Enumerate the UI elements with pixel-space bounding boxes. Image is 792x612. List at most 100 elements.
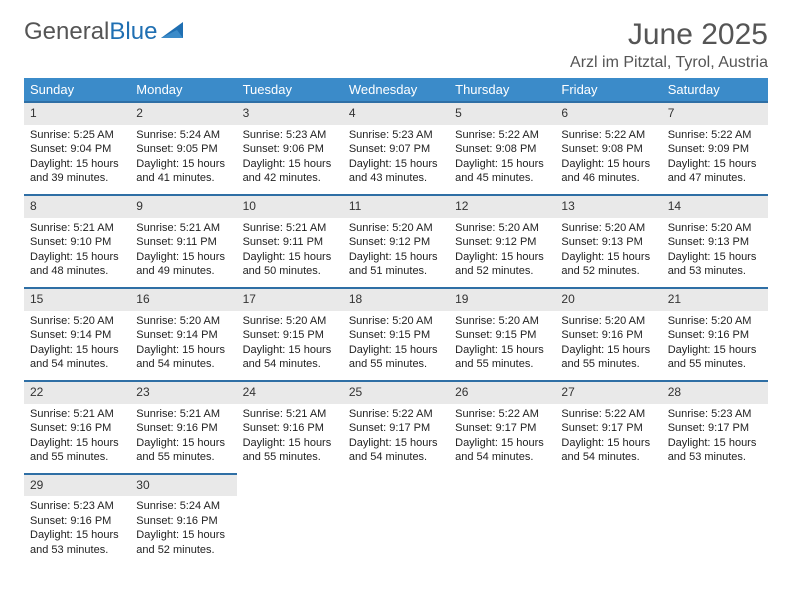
sunset-line: Sunset: 9:12 PM	[455, 235, 549, 250]
day-number: 12	[449, 194, 555, 218]
day-header: Sunday	[24, 78, 130, 101]
logo-word2: Blue	[109, 18, 157, 45]
calendar-day-cell: 22Sunrise: 5:21 AMSunset: 9:16 PMDayligh…	[24, 380, 130, 473]
sunset-line: Sunset: 9:16 PM	[30, 514, 124, 529]
sunrise-line: Sunrise: 5:21 AM	[136, 221, 230, 236]
calendar-day-cell: 8Sunrise: 5:21 AMSunset: 9:10 PMDaylight…	[24, 194, 130, 287]
day-number: 5	[449, 101, 555, 125]
calendar-day-cell: 18Sunrise: 5:20 AMSunset: 9:15 PMDayligh…	[343, 287, 449, 380]
daylight-line: Daylight: 15 hours and 49 minutes.	[136, 250, 230, 279]
sunrise-line: Sunrise: 5:20 AM	[668, 221, 762, 236]
day-body: Sunrise: 5:23 AMSunset: 9:16 PMDaylight:…	[24, 496, 130, 565]
sunrise-line: Sunrise: 5:22 AM	[561, 407, 655, 422]
day-number: 7	[662, 101, 768, 125]
calendar-day-cell: 26Sunrise: 5:22 AMSunset: 9:17 PMDayligh…	[449, 380, 555, 473]
day-number: 17	[237, 287, 343, 311]
sunrise-line: Sunrise: 5:24 AM	[136, 128, 230, 143]
sunset-line: Sunset: 9:11 PM	[243, 235, 337, 250]
day-body: Sunrise: 5:21 AMSunset: 9:16 PMDaylight:…	[130, 404, 236, 473]
day-body: Sunrise: 5:25 AMSunset: 9:04 PMDaylight:…	[24, 125, 130, 194]
day-number: 21	[662, 287, 768, 311]
sunrise-line: Sunrise: 5:20 AM	[243, 314, 337, 329]
calendar-day-cell: 20Sunrise: 5:20 AMSunset: 9:16 PMDayligh…	[555, 287, 661, 380]
title-block: June 2025 Arzl im Pitztal, Tyrol, Austri…	[570, 18, 768, 72]
daylight-line: Daylight: 15 hours and 54 minutes.	[349, 436, 443, 465]
daylight-line: Daylight: 15 hours and 53 minutes.	[668, 436, 762, 465]
calendar-day-cell: 27Sunrise: 5:22 AMSunset: 9:17 PMDayligh…	[555, 380, 661, 473]
day-body: Sunrise: 5:20 AMSunset: 9:15 PMDaylight:…	[343, 311, 449, 380]
daylight-line: Daylight: 15 hours and 55 minutes.	[243, 436, 337, 465]
daylight-line: Daylight: 15 hours and 42 minutes.	[243, 157, 337, 186]
calendar-day-cell: 3Sunrise: 5:23 AMSunset: 9:06 PMDaylight…	[237, 101, 343, 194]
calendar-day-cell: 14Sunrise: 5:20 AMSunset: 9:13 PMDayligh…	[662, 194, 768, 287]
day-number: 19	[449, 287, 555, 311]
sunset-line: Sunset: 9:17 PM	[561, 421, 655, 436]
calendar-day-cell: ..	[662, 473, 768, 566]
daylight-line: Daylight: 15 hours and 41 minutes.	[136, 157, 230, 186]
day-number: 23	[130, 380, 236, 404]
page-header: GeneralBlue June 2025 Arzl im Pitztal, T…	[24, 18, 768, 72]
calendar-day-cell: ..	[555, 473, 661, 566]
sunrise-line: Sunrise: 5:21 AM	[30, 221, 124, 236]
day-body: Sunrise: 5:20 AMSunset: 9:16 PMDaylight:…	[555, 311, 661, 380]
day-number: 29	[24, 473, 130, 497]
calendar-day-cell: 29Sunrise: 5:23 AMSunset: 9:16 PMDayligh…	[24, 473, 130, 566]
calendar-day-cell: 13Sunrise: 5:20 AMSunset: 9:13 PMDayligh…	[555, 194, 661, 287]
calendar-day-cell: 17Sunrise: 5:20 AMSunset: 9:15 PMDayligh…	[237, 287, 343, 380]
day-number: 28	[662, 380, 768, 404]
daylight-line: Daylight: 15 hours and 52 minutes.	[455, 250, 549, 279]
sunset-line: Sunset: 9:08 PM	[561, 142, 655, 157]
day-body: Sunrise: 5:23 AMSunset: 9:07 PMDaylight:…	[343, 125, 449, 194]
calendar-week-row: 1Sunrise: 5:25 AMSunset: 9:04 PMDaylight…	[24, 101, 768, 194]
daylight-line: Daylight: 15 hours and 55 minutes.	[668, 343, 762, 372]
sunrise-line: Sunrise: 5:21 AM	[30, 407, 124, 422]
calendar-day-cell: 21Sunrise: 5:20 AMSunset: 9:16 PMDayligh…	[662, 287, 768, 380]
day-header: Tuesday	[237, 78, 343, 101]
daylight-line: Daylight: 15 hours and 45 minutes.	[455, 157, 549, 186]
day-body: Sunrise: 5:20 AMSunset: 9:13 PMDaylight:…	[662, 218, 768, 287]
day-body: Sunrise: 5:20 AMSunset: 9:12 PMDaylight:…	[343, 218, 449, 287]
day-number: 27	[555, 380, 661, 404]
calendar-day-cell: 4Sunrise: 5:23 AMSunset: 9:07 PMDaylight…	[343, 101, 449, 194]
calendar-day-cell: 6Sunrise: 5:22 AMSunset: 9:08 PMDaylight…	[555, 101, 661, 194]
day-header: Wednesday	[343, 78, 449, 101]
day-number: 3	[237, 101, 343, 125]
day-body: Sunrise: 5:24 AMSunset: 9:16 PMDaylight:…	[130, 496, 236, 565]
sunrise-line: Sunrise: 5:22 AM	[561, 128, 655, 143]
calendar-day-cell: 24Sunrise: 5:21 AMSunset: 9:16 PMDayligh…	[237, 380, 343, 473]
calendar-day-cell: 12Sunrise: 5:20 AMSunset: 9:12 PMDayligh…	[449, 194, 555, 287]
sunrise-line: Sunrise: 5:25 AM	[30, 128, 124, 143]
sunrise-line: Sunrise: 5:23 AM	[668, 407, 762, 422]
day-header: Monday	[130, 78, 236, 101]
day-number: 20	[555, 287, 661, 311]
sunrise-line: Sunrise: 5:20 AM	[455, 314, 549, 329]
calendar-body: 1Sunrise: 5:25 AMSunset: 9:04 PMDaylight…	[24, 101, 768, 565]
day-body: Sunrise: 5:22 AMSunset: 9:17 PMDaylight:…	[555, 404, 661, 473]
calendar-day-cell: 25Sunrise: 5:22 AMSunset: 9:17 PMDayligh…	[343, 380, 449, 473]
day-body: Sunrise: 5:20 AMSunset: 9:12 PMDaylight:…	[449, 218, 555, 287]
day-body: Sunrise: 5:21 AMSunset: 9:16 PMDaylight:…	[237, 404, 343, 473]
sunrise-line: Sunrise: 5:22 AM	[668, 128, 762, 143]
daylight-line: Daylight: 15 hours and 52 minutes.	[561, 250, 655, 279]
calendar-table: Sunday Monday Tuesday Wednesday Thursday…	[24, 78, 768, 565]
day-number: 18	[343, 287, 449, 311]
sunrise-line: Sunrise: 5:20 AM	[561, 221, 655, 236]
sunrise-line: Sunrise: 5:20 AM	[668, 314, 762, 329]
day-header-row: Sunday Monday Tuesday Wednesday Thursday…	[24, 78, 768, 101]
logo-text: GeneralBlue	[24, 18, 157, 46]
daylight-line: Daylight: 15 hours and 50 minutes.	[243, 250, 337, 279]
logo-word1: General	[24, 18, 109, 45]
day-number: 25	[343, 380, 449, 404]
day-number: 30	[130, 473, 236, 497]
daylight-line: Daylight: 15 hours and 53 minutes.	[30, 528, 124, 557]
daylight-line: Daylight: 15 hours and 53 minutes.	[668, 250, 762, 279]
day-header: Saturday	[662, 78, 768, 101]
calendar-day-cell: 11Sunrise: 5:20 AMSunset: 9:12 PMDayligh…	[343, 194, 449, 287]
day-number: 1	[24, 101, 130, 125]
sunset-line: Sunset: 9:16 PM	[136, 421, 230, 436]
sunrise-line: Sunrise: 5:22 AM	[455, 407, 549, 422]
daylight-line: Daylight: 15 hours and 52 minutes.	[136, 528, 230, 557]
sunset-line: Sunset: 9:15 PM	[455, 328, 549, 343]
calendar-day-cell: 5Sunrise: 5:22 AMSunset: 9:08 PMDaylight…	[449, 101, 555, 194]
sunset-line: Sunset: 9:16 PM	[243, 421, 337, 436]
